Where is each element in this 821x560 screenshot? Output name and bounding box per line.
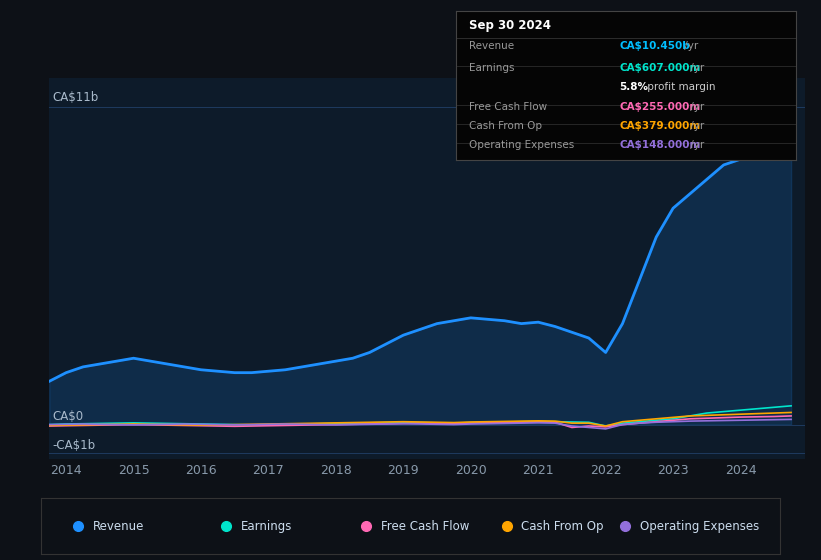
Text: -CA$1b: -CA$1b	[53, 439, 96, 452]
Text: Operating Expenses: Operating Expenses	[640, 520, 759, 533]
Text: CA$607.000m: CA$607.000m	[619, 63, 700, 73]
Text: /yr: /yr	[681, 41, 698, 51]
Text: Free Cash Flow: Free Cash Flow	[470, 102, 548, 112]
Text: /yr: /yr	[686, 63, 704, 73]
Text: /yr: /yr	[686, 141, 704, 150]
Text: /yr: /yr	[686, 102, 704, 112]
Text: Earnings: Earnings	[241, 520, 292, 533]
Text: CA$10.450b: CA$10.450b	[619, 41, 690, 51]
Text: CA$0: CA$0	[53, 410, 84, 423]
Text: Operating Expenses: Operating Expenses	[470, 141, 575, 150]
Text: Cash From Op: Cash From Op	[521, 520, 603, 533]
Text: 5.8%: 5.8%	[619, 82, 649, 92]
Text: Revenue: Revenue	[470, 41, 515, 51]
Text: Cash From Op: Cash From Op	[470, 121, 543, 131]
Text: profit margin: profit margin	[644, 82, 715, 92]
Text: /yr: /yr	[686, 121, 704, 131]
Text: CA$11b: CA$11b	[53, 91, 99, 104]
Text: Revenue: Revenue	[93, 520, 144, 533]
Text: Sep 30 2024: Sep 30 2024	[470, 18, 551, 31]
Text: CA$148.000m: CA$148.000m	[619, 141, 700, 150]
Text: Earnings: Earnings	[470, 63, 515, 73]
Text: Free Cash Flow: Free Cash Flow	[381, 520, 470, 533]
Text: CA$255.000m: CA$255.000m	[619, 102, 700, 112]
Text: CA$379.000m: CA$379.000m	[619, 121, 700, 131]
